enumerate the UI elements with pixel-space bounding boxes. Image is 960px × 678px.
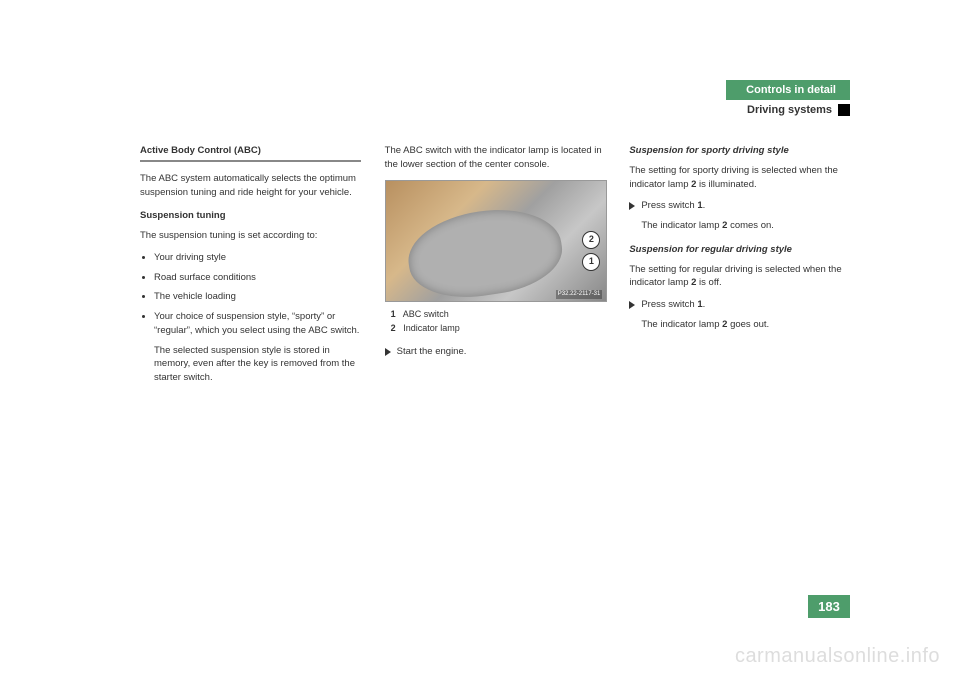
section-title: Driving systems [747,104,838,116]
text-fragment: Press switch [641,200,697,211]
text-fragment: comes on. [727,220,773,231]
topic-heading: Active Body Control (ABC) [140,144,361,162]
watermark: carmanualsonline.info [735,645,940,668]
step-text: Start the engine. [397,345,467,359]
text-fragment: is off. [696,277,721,288]
text-fragment: . [703,299,706,310]
procedure-step: Press switch 1. [629,199,850,213]
thumb-index-tab [838,104,850,116]
legend-num: 2 [391,322,401,335]
callout-2: 2 [582,231,600,249]
image-id: P32.22-2117-31 [556,290,603,299]
text-fragment: Press switch [641,299,697,310]
legend-num: 1 [391,308,401,321]
step-text: Press switch 1. [641,199,705,213]
figure-intro: The ABC switch with the indicator lamp i… [385,144,606,172]
list-item: The vehicle loading [154,290,361,304]
lead-text: The suspension tuning is set according t… [140,229,361,243]
legend-label: ABC switch [403,309,449,319]
text-fragment: The setting for regular driving is selec… [629,264,841,289]
list-item: Road surface conditions [154,271,361,285]
step-marker-icon [629,202,635,210]
console-panel-graphic [403,200,568,301]
bullet-list: Your driving style Road surface conditio… [140,251,361,385]
step-marker-icon [629,301,635,309]
step-text: Press switch 1. [641,298,705,312]
page-header: Controls in detail Driving systems [140,80,850,116]
intro-paragraph: The ABC system automatically selects the… [140,172,361,200]
text-fragment: The indicator lamp [641,220,722,231]
legend-row: 2 Indicator lamp [391,322,606,335]
paragraph: The setting for sporty driving is select… [629,164,850,192]
step-marker-icon [385,348,391,356]
column-3: Suspension for sporty driving style The … [629,144,850,393]
text-fragment: The indicator lamp [641,319,722,330]
chapter-title: Controls in detail [726,80,850,100]
subheading: Suspension tuning [140,209,361,223]
legend-row: 1 ABC switch [391,308,606,321]
step-result: The indicator lamp 2 goes out. [629,318,850,332]
column-1: Active Body Control (ABC) The ABC system… [140,144,361,393]
callout-1: 1 [582,253,600,271]
paragraph: The setting for regular driving is selec… [629,263,850,291]
legend-label: Indicator lamp [403,323,460,333]
text-fragment: is illuminated. [696,179,756,190]
step-result: The indicator lamp 2 comes on. [629,219,850,233]
subheading-italic: Suspension for sporty driving style [629,144,850,158]
page-number: 183 [808,595,850,618]
subheading-italic: Suspension for regular driving style [629,243,850,257]
list-item: Your driving style [154,251,361,265]
procedure-step: Start the engine. [385,345,606,359]
column-2: The ABC switch with the indicator lamp i… [385,144,606,393]
text-fragment: goes out. [727,319,769,330]
figure-abc-switch: 2 1 P32.22-2117-31 [385,180,608,302]
list-item-subtext: The selected suspension style is stored … [154,344,361,385]
text-fragment: . [703,200,706,211]
content-columns: Active Body Control (ABC) The ABC system… [140,144,850,393]
list-item: Your choice of suspension style, “sporty… [154,310,361,385]
list-item-text: Your choice of suspension style, “sporty… [154,311,359,336]
procedure-step: Press switch 1. [629,298,850,312]
figure-legend: 1 ABC switch 2 Indicator lamp [385,308,606,335]
